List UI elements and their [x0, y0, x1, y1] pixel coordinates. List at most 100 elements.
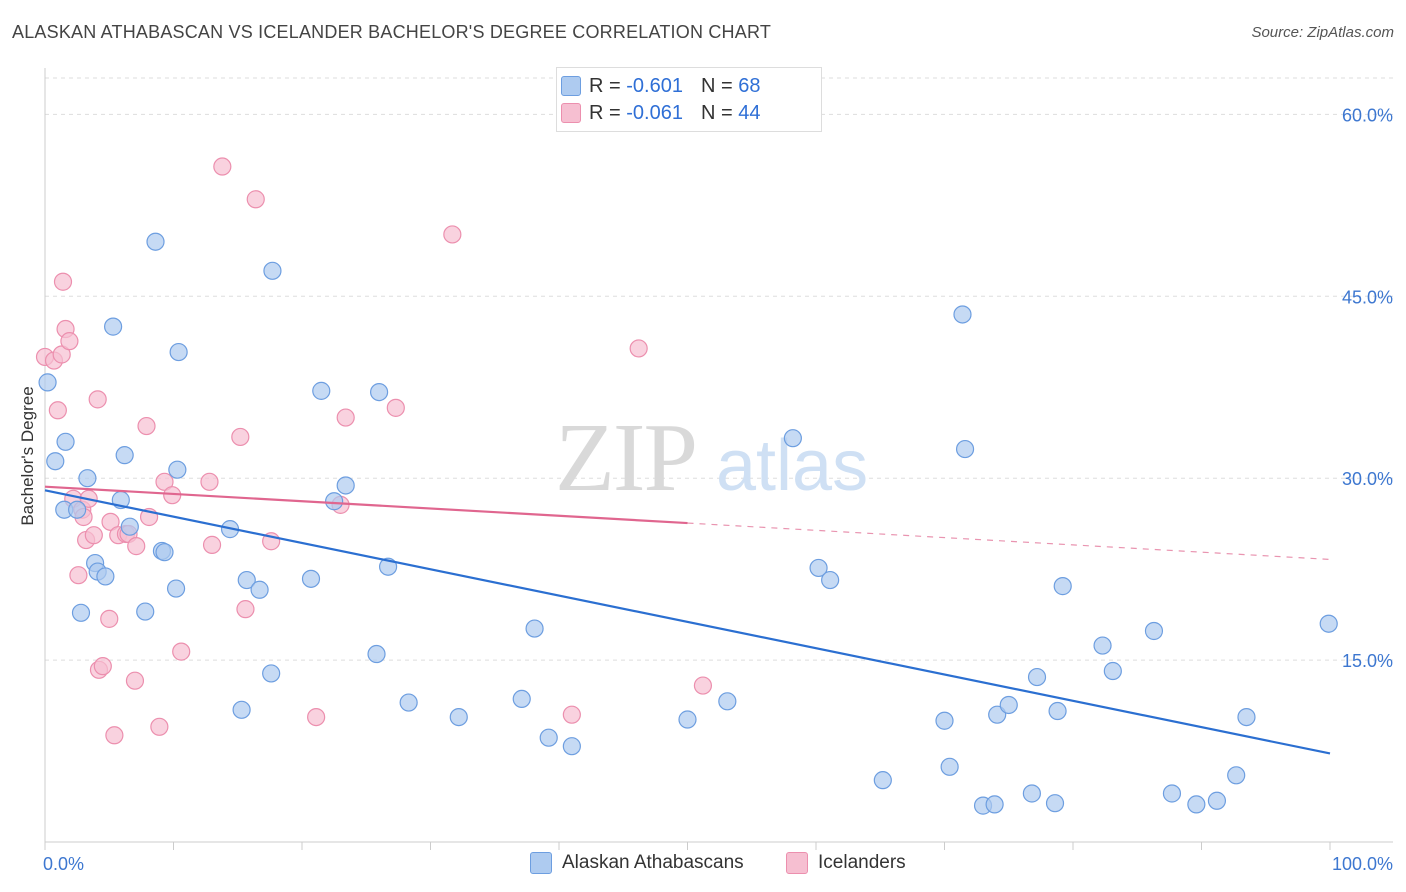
icelander-point [53, 272, 73, 291]
legend-swatch-pink [561, 103, 581, 123]
alaskan-point [955, 439, 975, 459]
alaskan-point [562, 737, 581, 756]
icelander-point [127, 537, 146, 556]
icelander-point [386, 398, 405, 417]
y-tick-label: 15.0% [1342, 651, 1393, 671]
icelander-point [307, 707, 326, 727]
y-tick-label: 45.0% [1342, 287, 1393, 307]
icelander-point [629, 339, 648, 358]
alaskan-point [1144, 621, 1164, 641]
icelander-point [125, 671, 145, 690]
alaskan-point [263, 261, 282, 280]
alaskan-point [166, 579, 186, 598]
legend-r-label: R = [589, 101, 627, 124]
alaskan-point [1207, 791, 1227, 810]
legend-r-label: R = [589, 74, 627, 97]
alaskan-point [821, 570, 840, 590]
alaskan-point [370, 382, 389, 402]
icelander-point [52, 345, 71, 364]
alaskan-point [168, 460, 187, 479]
alaskan-point [1227, 766, 1246, 785]
icelander-point [93, 657, 112, 676]
legend-row-icelanders: R = -0.061 N = 44 [561, 101, 761, 125]
legend-n-value: 68 [738, 74, 761, 97]
x-tick-label: 100.0% [1332, 854, 1393, 874]
alaskan-point [104, 317, 123, 336]
alaskan-point [169, 342, 188, 362]
icelander-point [236, 600, 255, 619]
alaskan-point [1237, 707, 1256, 727]
alaskan-point [312, 381, 331, 400]
watermark-zip: ZIP [555, 404, 696, 512]
icelander-point [69, 566, 88, 585]
legend-swatch-blue [561, 76, 581, 96]
icelander-point [200, 472, 219, 491]
x-tick-label: 0.0% [43, 854, 84, 874]
icelander-point [137, 416, 156, 436]
alaskan-point [262, 664, 281, 683]
alaskan-point [399, 693, 418, 712]
alaskan-point [71, 603, 91, 622]
icelander-point [202, 535, 222, 554]
icelander-point [100, 609, 119, 628]
bottom-legend-label-alaskan: Alaskan Athabascans [562, 852, 744, 873]
legend-n-label: N = [700, 101, 739, 124]
alaskan-point [988, 705, 1007, 724]
correlation-legend: R = -0.601 N = 68 R = -0.061 N = 44 [556, 67, 822, 132]
bottom-legend-label-icelanders: Icelanders [818, 852, 906, 873]
icelander-point [213, 157, 232, 176]
alaskan-point [1187, 795, 1206, 814]
alaskan-point [783, 429, 802, 448]
bottom-legend-swatch-pink [786, 852, 808, 874]
alaskan-point [1027, 667, 1047, 687]
source-label: Source: ZipAtlas.com [1251, 24, 1394, 41]
alaskan-point [935, 711, 954, 730]
pink-trend-line [44, 485, 688, 525]
y-tick-label: 30.0% [1342, 469, 1393, 489]
alaskan-point [232, 700, 251, 719]
alaskan-point [1045, 794, 1065, 813]
y-tick-label: 60.0% [1342, 105, 1393, 125]
alaskan-point [367, 644, 386, 664]
alaskan-point [873, 771, 892, 790]
icelander-point [101, 512, 120, 531]
icelander-point [48, 401, 67, 420]
icelander-point [60, 332, 79, 351]
alaskan-point [678, 710, 697, 729]
alaskan-point [809, 558, 828, 578]
legend-r-value: -0.061 [626, 101, 683, 124]
icelander-point [562, 705, 581, 724]
alaskan-point [46, 452, 65, 471]
alaskan-point [325, 492, 344, 511]
icelander-point [336, 408, 355, 427]
alaskan-point [38, 373, 57, 392]
alaskan-point [999, 695, 1018, 715]
legend-r-value: -0.601 [626, 74, 683, 97]
alaskan-point [1093, 636, 1112, 655]
alaskan-point [96, 567, 115, 586]
bottom-legend-icelanders: Icelanders [786, 852, 906, 874]
icelander-point [88, 390, 107, 409]
alaskan-point [718, 692, 737, 711]
alaskan-point [1022, 784, 1041, 803]
alaskan-point [250, 580, 269, 599]
alaskan-point [449, 707, 468, 727]
alaskan-point [512, 689, 531, 709]
blue-trend-line [44, 489, 1331, 755]
alaskan-point [120, 517, 139, 536]
alaskan-point [301, 569, 321, 588]
bottom-legend-alaskan: Alaskan Athabascans [530, 852, 744, 874]
icelander-point [443, 225, 462, 244]
alaskan-point [1319, 614, 1338, 633]
icelander-point [84, 526, 103, 545]
legend-n-label: N = [700, 74, 739, 97]
icelander-point [231, 427, 250, 447]
legend-row-alaskan: R = -0.601 N = 68 [561, 74, 761, 98]
alaskan-point [985, 795, 1004, 814]
alaskan-point [1053, 577, 1072, 596]
legend-n-value: 44 [738, 101, 761, 124]
alaskan-point [78, 469, 97, 488]
alaskan-point [940, 757, 959, 776]
alaskan-point [68, 500, 87, 519]
